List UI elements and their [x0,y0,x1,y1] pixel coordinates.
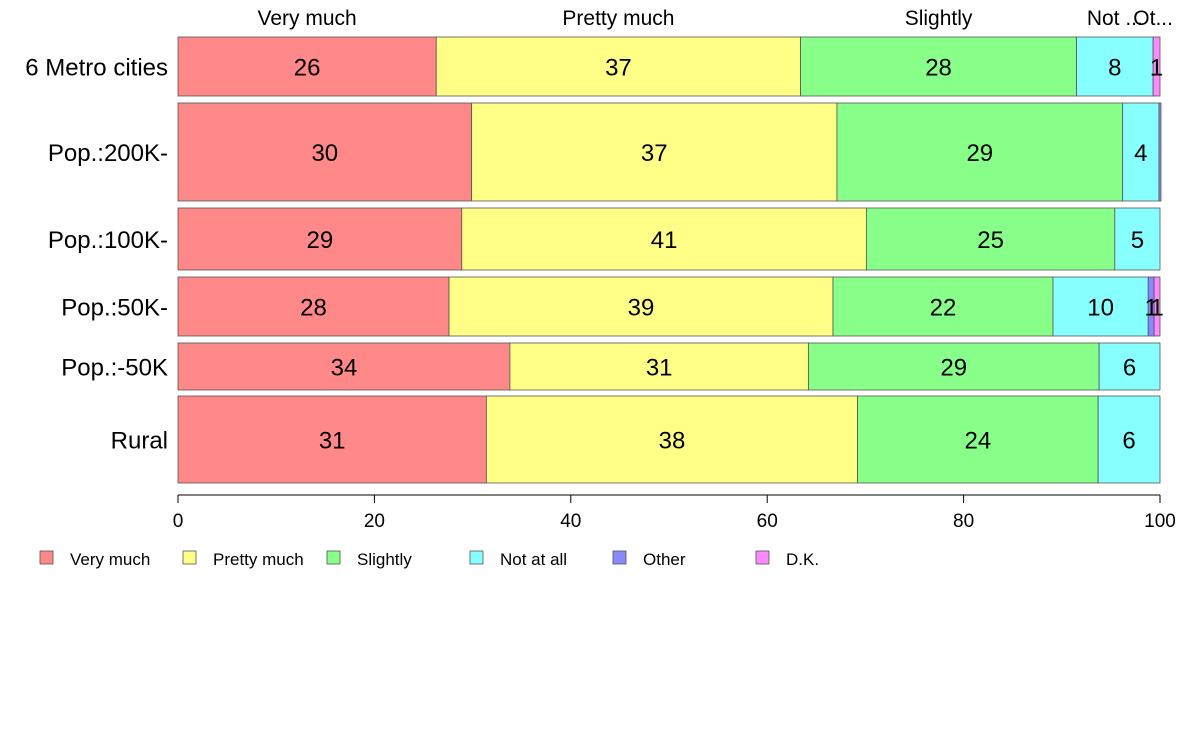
top-series-label: Ot... [1133,7,1173,30]
bar-segment [177,102,473,202]
category-labels: 6 Metro cities Pop.:200K- Pop.:100K- Pop.:5… [25,55,168,455]
legend-label: Very much [70,550,150,569]
bar-segment [1122,102,1160,202]
data-label: 31 [319,428,346,455]
data-label: 28 [300,295,327,322]
bar-segment [1097,395,1161,484]
category-label: Pop.:200K- [48,140,168,167]
data-label: 10 [1087,295,1114,322]
data-label: 26 [294,55,321,82]
bar-segment [448,276,834,337]
data-label: 37 [605,55,632,82]
data-label: 34 [331,355,358,382]
data-label: 29 [966,140,993,167]
category-label: Pop.:-50K [61,355,168,382]
bar-segment [1152,36,1161,97]
category-label: 6 Metro cities [25,55,168,82]
data-label: 1 [1150,295,1163,322]
data-label: 22 [930,295,957,322]
x-tick-label: 60 [757,511,778,532]
data-label: 38 [659,428,686,455]
legend-swatch [612,550,627,565]
x-tick-label: 20 [364,511,385,532]
legend-swatch [469,550,484,565]
data-label: 37 [641,140,668,167]
data-label: 1 [1150,55,1163,82]
data-label: 4 [1134,140,1147,167]
data-label: 30 [311,140,338,167]
category-label: Pop.:50K- [61,295,168,322]
top-series-label: Very much [258,7,357,30]
legend-label: Pretty much [213,550,304,569]
x-tick-label: 40 [560,511,581,532]
data-label: 25 [977,227,1004,254]
legend-swatch [182,550,197,565]
top-series-label: Not ... [1087,7,1143,30]
data-label: 6 [1122,428,1135,455]
legend-swatch [39,550,54,565]
bar-segment [836,102,1124,202]
x-tick-label: 100 [1144,511,1176,532]
bar-segment [461,207,867,271]
x-axis: 0 20 40 60 80 100 [173,494,1176,532]
data-label: 5 [1131,227,1144,254]
data-label: 6 [1123,355,1136,382]
category-label: Rural [111,428,168,455]
data-label: 28 [925,55,952,82]
bar-segment [435,36,801,97]
data-label: 24 [964,428,991,455]
data-label: 39 [628,295,655,322]
legend-label: Other [643,550,686,569]
bar-segment [177,395,487,484]
bar-segment [509,342,809,391]
data-label: 8 [1108,55,1121,82]
legend-swatch [326,550,341,565]
legend: Very much Pretty much Slightly Not at all Ot… [39,550,819,569]
data-label: 31 [646,355,673,382]
top-series-label: Slightly [905,7,973,30]
x-tick-label: 80 [953,511,974,532]
bar-segment [177,342,511,391]
top-labels: Very much Pretty much Slightly Not ...Ot... [258,7,1173,30]
category-label: Pop.:100K- [48,227,168,254]
bar-segment [177,276,450,337]
bar-segment [177,207,463,271]
x-tick-label: 0 [173,511,184,532]
bar-segment [865,207,1116,271]
legend-label: Not at all [500,550,567,569]
data-label: 29 [307,227,334,254]
bar-segment [1114,207,1161,271]
top-series-label: Pretty much [562,7,674,30]
bar-segment [1153,276,1161,337]
legend-label: Slightly [357,550,412,569]
legend-swatch [755,550,770,565]
bar-segment [1158,102,1162,202]
bar-segment [485,395,858,484]
data-label: 29 [940,355,967,382]
bar-segment [1052,276,1149,337]
bar-segment [857,395,1099,484]
data-label: 41 [651,227,678,254]
bar-segment [1098,342,1161,391]
bar-segment [808,342,1100,391]
bar-segment [471,102,838,202]
legend-label: D.K. [786,550,819,569]
bar-segment [832,276,1054,337]
